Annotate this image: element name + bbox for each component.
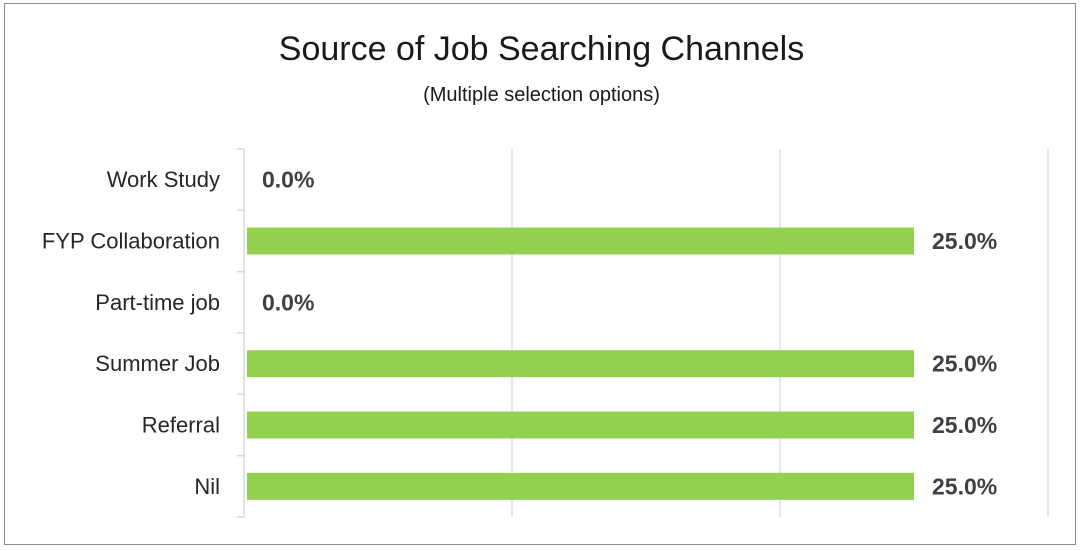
gridlines (511, 149, 1049, 517)
chart-title: Source of Job Searching Channels (278, 30, 805, 68)
chart-frame (4, 3, 1076, 545)
data-label: 0.0% (262, 289, 314, 315)
value-labels: 0.0% 25.0% 0.0% 25.0% 25.0% 25.0% (262, 167, 997, 500)
data-label: 25.0% (932, 473, 997, 499)
category-label: Referral (142, 413, 220, 438)
bar (247, 350, 914, 378)
chart-subtitle: (Multiple selection options) (423, 84, 660, 106)
category-label: Part-time job (95, 290, 220, 315)
bar (247, 411, 914, 439)
data-label: 0.0% (262, 167, 314, 193)
category-label: Nil (194, 474, 220, 499)
category-label: FYP Collaboration (42, 229, 220, 254)
category-label: Summer Job (95, 351, 220, 376)
data-label: 25.0% (932, 412, 997, 438)
bar (247, 472, 914, 500)
data-label: 25.0% (932, 351, 997, 377)
bar (247, 227, 914, 255)
category-label: Work Study (107, 167, 220, 192)
bars (247, 227, 914, 500)
category-labels: Work Study FYP Collaboration Part-time job… (42, 167, 220, 499)
data-label: 25.0% (932, 228, 997, 254)
category-axis (237, 148, 245, 518)
